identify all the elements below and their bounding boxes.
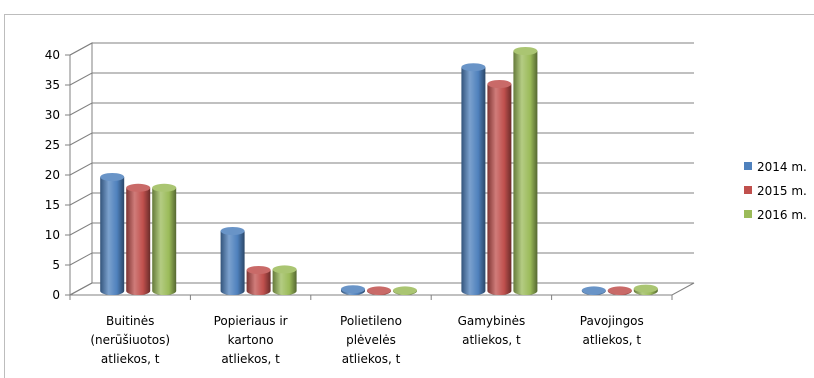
y-tick-label: 40 [45, 48, 60, 62]
bar [100, 173, 125, 295]
bar [461, 63, 486, 295]
bar-top [246, 266, 271, 274]
bar [487, 80, 512, 295]
y-tick-label: 20 [45, 168, 60, 182]
bar-top [367, 286, 391, 295]
x-category-label: atliekos, t [221, 352, 280, 366]
x-category-label: (nerūšiuotos) [90, 333, 170, 347]
gridline [69, 42, 694, 56]
bar-body [100, 177, 125, 295]
x-category-label: plėvelės [346, 333, 396, 347]
legend-label: 2015 m. [757, 184, 807, 198]
x-category-label: Popieriaus ir [214, 314, 288, 328]
bar-top [100, 173, 125, 181]
bar-body [126, 187, 151, 295]
bar-top [220, 227, 245, 235]
bar [341, 285, 365, 295]
bar [581, 286, 606, 295]
y-tick-label: 15 [45, 198, 60, 212]
bar [220, 227, 245, 295]
bar-body [461, 67, 486, 295]
x-category-label: Gamybinės [458, 314, 526, 328]
y-tick-label: 5 [52, 258, 60, 272]
bar-top [152, 183, 177, 192]
x-category-label: atliekos, t [583, 333, 642, 347]
x-category-label: Buitinės [106, 314, 154, 328]
bar-top [393, 286, 417, 295]
x-category-label: atliekos, t [462, 333, 521, 347]
bar-top [513, 47, 538, 55]
gridline [69, 102, 694, 116]
bar-body [272, 269, 297, 295]
legend-item: 2014 m. [744, 160, 807, 174]
bar [393, 286, 417, 295]
gridline [69, 162, 694, 176]
bar [126, 183, 151, 295]
bar [367, 286, 391, 295]
bar-body [246, 270, 271, 295]
y-tick-label: 30 [45, 108, 60, 122]
x-category-label: atliekos, t [101, 352, 160, 366]
x-category-label: Polietileno [340, 314, 402, 328]
bar [633, 284, 658, 295]
gridline [69, 72, 694, 86]
bar-body [513, 51, 538, 295]
x-axis: Buitinės (nerūšiuotos) atliekos, t Popieria… [69, 295, 673, 366]
x-category-label: atliekos, t [342, 352, 401, 366]
bar [152, 183, 177, 295]
bar-body [220, 231, 245, 295]
bar [607, 286, 632, 295]
legend-label: 2014 m. [757, 160, 807, 174]
legend-swatch [744, 210, 752, 218]
y-tick-label: 0 [52, 288, 60, 302]
bar-body [487, 84, 512, 295]
legend-label: 2016 m. [757, 208, 807, 222]
legend-swatch [744, 162, 752, 170]
legend-item: 2016 m. [744, 208, 807, 222]
bar-top [272, 265, 297, 274]
bar-top [126, 183, 151, 192]
y-tick-label: 25 [45, 138, 60, 152]
bar-body [152, 187, 177, 295]
chart-frame [4, 14, 814, 378]
bar-top [581, 286, 606, 295]
bar-top [341, 285, 365, 294]
bar-top [607, 286, 632, 295]
x-category-label: kartono [228, 333, 274, 347]
y-tick-label: 10 [45, 228, 60, 242]
x-category-label: Pavojingos [580, 314, 644, 328]
bar-top [487, 80, 512, 88]
legend-swatch [744, 186, 752, 194]
y-axis: 0 5 10 15 20 25 30 35 40 [45, 48, 71, 302]
bar-top [461, 63, 486, 72]
bar-top [633, 284, 658, 293]
bar [513, 47, 538, 295]
y-tick-label: 35 [45, 78, 60, 92]
gridline [69, 132, 694, 146]
legend: 2014 m. 2015 m. 2016 m. [744, 160, 807, 222]
bar [272, 265, 297, 295]
legend-item: 2015 m. [744, 184, 807, 198]
bar [246, 266, 271, 295]
bars [100, 47, 658, 295]
